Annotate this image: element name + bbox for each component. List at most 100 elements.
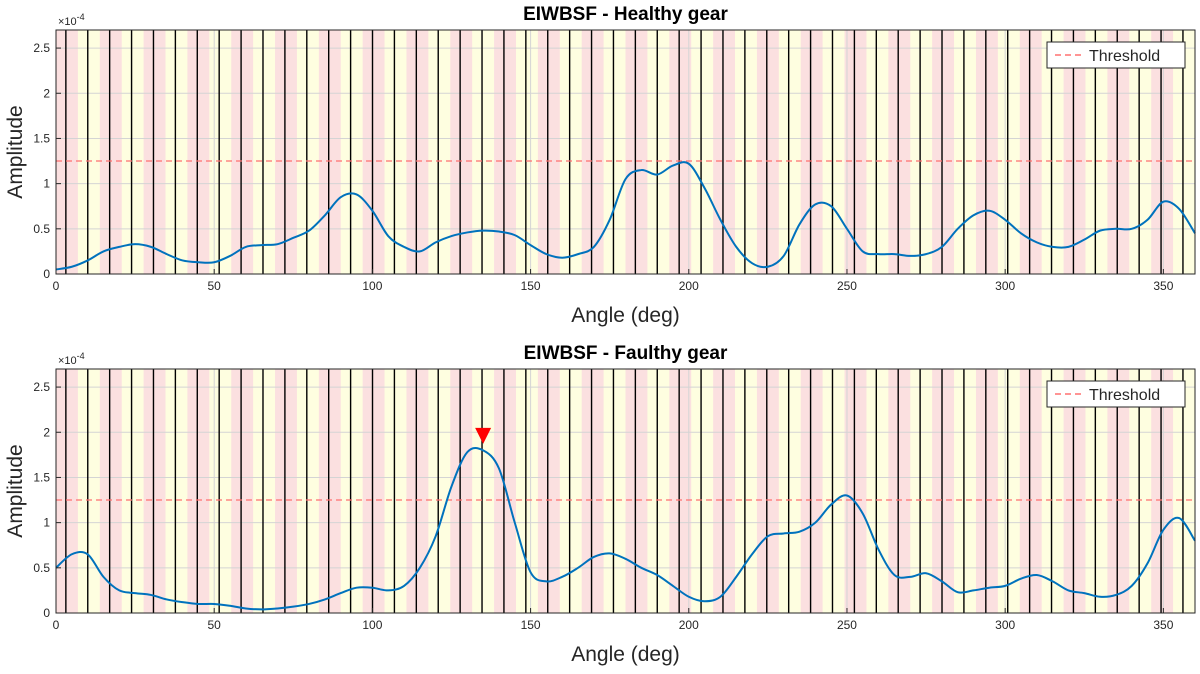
tooth-band xyxy=(910,30,932,274)
tooth-band xyxy=(998,369,1020,613)
x-axis-label: Angle (deg) xyxy=(571,643,680,666)
x-tick-label: 0 xyxy=(53,618,60,632)
tooth-band xyxy=(976,30,998,274)
y-exponent-label: ×10-4 xyxy=(58,12,85,28)
y-tick-label: 0.5 xyxy=(33,561,50,575)
tooth-band xyxy=(319,30,341,274)
tooth-band xyxy=(78,30,100,274)
tooth-band xyxy=(823,30,845,274)
y-axis-label: Amplitude xyxy=(4,444,27,537)
tooth-band xyxy=(1020,30,1042,274)
x-tick-label: 350 xyxy=(1153,618,1173,632)
tooth-bands xyxy=(56,369,1195,613)
x-tick-label: 350 xyxy=(1153,279,1173,293)
tooth-band xyxy=(604,369,626,613)
tooth-band xyxy=(363,30,385,274)
tooth-band xyxy=(582,369,604,613)
legend: Threshold xyxy=(1047,42,1185,68)
tooth-band xyxy=(253,369,275,613)
tooth-band xyxy=(888,30,910,274)
tooth-band xyxy=(757,369,779,613)
tooth-band xyxy=(297,369,319,613)
tooth-band xyxy=(100,30,122,274)
legend: Threshold xyxy=(1047,381,1185,407)
tooth-band xyxy=(144,369,166,613)
tooth-band xyxy=(209,369,231,613)
tooth-band xyxy=(866,30,888,274)
y-exponent-label: ×10-4 xyxy=(58,351,85,367)
x-tick-label: 250 xyxy=(837,618,857,632)
x-tick-label: 200 xyxy=(679,618,699,632)
x-tick-label: 150 xyxy=(521,279,541,293)
tooth-band xyxy=(866,369,888,613)
tooth-band xyxy=(779,30,801,274)
y-tick-label: 0 xyxy=(43,267,50,281)
x-tick-label: 100 xyxy=(362,618,382,632)
tooth-band xyxy=(669,30,691,274)
tooth-band xyxy=(735,30,757,274)
x-tick-label: 150 xyxy=(521,618,541,632)
tooth-band xyxy=(144,30,166,274)
x-tick-label: 100 xyxy=(362,279,382,293)
x-tick-label: 50 xyxy=(208,279,222,293)
tooth-band xyxy=(998,30,1020,274)
tooth-band xyxy=(976,369,998,613)
y-axis-label: Amplitude xyxy=(4,105,27,198)
tooth-band xyxy=(297,30,319,274)
chart-title: EIWBSF - Faulthy gear xyxy=(524,343,728,364)
chart-title: EIWBSF - Healthy gear xyxy=(523,4,728,25)
tooth-band xyxy=(450,369,472,613)
tooth-band xyxy=(472,30,494,274)
exponent-base: ×10 xyxy=(58,355,77,367)
tooth-band xyxy=(428,369,450,613)
tooth-band xyxy=(450,30,472,274)
tooth-band xyxy=(604,30,626,274)
y-tick-label: 0 xyxy=(43,606,50,620)
tooth-band xyxy=(209,30,231,274)
x-tick-label: 0 xyxy=(53,279,60,293)
tooth-band xyxy=(845,369,867,613)
tooth-band xyxy=(231,30,253,274)
tooth-band xyxy=(538,369,560,613)
tooth-band xyxy=(954,369,976,613)
tooth-band xyxy=(122,30,144,274)
tooth-band xyxy=(647,30,669,274)
y-tick-label: 2.5 xyxy=(33,380,50,394)
exponent-base: ×10 xyxy=(58,16,77,28)
tooth-band xyxy=(516,369,538,613)
tooth-band xyxy=(757,30,779,274)
tooth-band xyxy=(801,369,823,613)
tooth-band xyxy=(779,369,801,613)
tooth-band xyxy=(626,30,648,274)
tooth-band xyxy=(253,30,275,274)
tooth-band xyxy=(691,30,713,274)
y-tick-label: 1 xyxy=(43,177,50,191)
legend-label: Threshold xyxy=(1089,387,1160,404)
x-axis-label: Angle (deg) xyxy=(571,304,680,327)
tooth-band xyxy=(538,30,560,274)
tooth-band xyxy=(823,369,845,613)
tooth-band xyxy=(187,30,209,274)
tooth-band xyxy=(713,30,735,274)
tooth-band xyxy=(78,369,100,613)
tooth-band xyxy=(713,369,735,613)
tooth-band xyxy=(56,30,78,274)
tooth-band xyxy=(626,369,648,613)
tooth-band xyxy=(56,369,78,613)
tooth-band xyxy=(560,30,582,274)
legend-label: Threshold xyxy=(1089,48,1160,65)
tooth-band xyxy=(691,369,713,613)
y-tick-label: 1.5 xyxy=(33,470,50,484)
tooth-band xyxy=(187,369,209,613)
tooth-band xyxy=(472,369,494,613)
tooth-band xyxy=(275,369,297,613)
tooth-band xyxy=(494,30,516,274)
y-tick-label: 1 xyxy=(43,516,50,530)
tooth-band xyxy=(406,369,428,613)
x-tick-label: 50 xyxy=(208,618,222,632)
y-tick-label: 2 xyxy=(43,86,50,100)
tooth-band xyxy=(406,30,428,274)
